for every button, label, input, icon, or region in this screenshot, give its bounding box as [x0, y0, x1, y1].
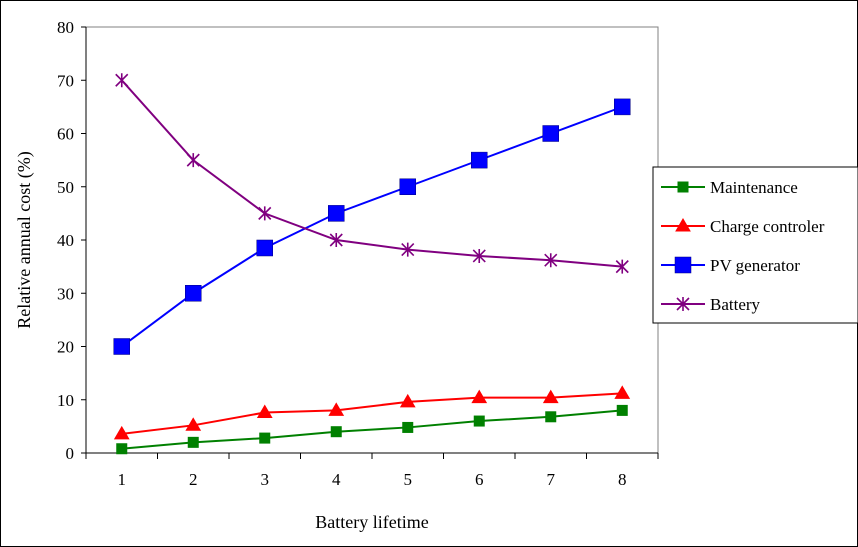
y-tick-label: 70 — [57, 71, 74, 90]
data-point-charge-controler — [614, 385, 631, 399]
data-point-pv-generator — [185, 285, 202, 302]
legend-label: Maintenance — [710, 178, 798, 197]
data-point-maintenance — [330, 426, 342, 438]
y-tick-label: 60 — [57, 125, 74, 144]
legend-item-maintenance: Maintenance — [661, 178, 798, 197]
data-point-maintenance — [473, 415, 485, 427]
x-tick-label: 6 — [475, 470, 484, 489]
x-tick-label: 7 — [547, 470, 556, 489]
x-tick-label: 4 — [332, 470, 341, 489]
data-point-pv-generator — [328, 205, 345, 222]
data-point-pv-generator — [614, 98, 631, 116]
data-point-battery — [615, 259, 629, 274]
data-point-battery — [115, 73, 129, 88]
legend: Maintenance Charge controler PV generator B… — [652, 166, 858, 324]
series-maintenance — [116, 404, 628, 455]
y-tick-label: 20 — [57, 338, 74, 357]
x-axis-title: Battery lifetime — [315, 512, 428, 532]
series-layer — [113, 73, 631, 455]
data-point-pv-generator — [256, 239, 273, 257]
series-line-charge-controler — [121, 392, 623, 435]
data-point-pv-generator — [399, 178, 416, 195]
legend-item-pv-generator: PV generator — [661, 256, 800, 275]
y-tick-label: 50 — [57, 178, 74, 197]
series-line-pv-generator — [121, 105, 623, 348]
data-point-charge-controler — [113, 425, 130, 440]
data-point-charge-controler — [185, 417, 202, 431]
data-point-battery — [258, 206, 272, 221]
data-point-battery — [329, 233, 343, 247]
data-point-maintenance — [187, 436, 199, 448]
data-point-maintenance — [402, 421, 414, 433]
data-point-maintenance — [545, 411, 557, 423]
y-tick-label: 0 — [66, 444, 75, 463]
data-point-pv-generator — [471, 151, 488, 169]
legend-label: PV generator — [710, 256, 800, 275]
series-battery — [115, 73, 629, 274]
series-charge-controler — [113, 385, 631, 440]
data-point-battery — [472, 248, 486, 263]
data-point-battery — [544, 253, 558, 268]
legend-item-charge-controler: Charge controler — [661, 217, 825, 236]
x-tick-label: 2 — [189, 470, 198, 489]
y-tick-label: 80 — [57, 18, 74, 37]
x-tick-label: 1 — [118, 470, 127, 489]
series-line-battery — [121, 79, 623, 268]
axes: 0 10 20 30 40 50 60 70 80 1 2 3 4 5 6 7 8 — [57, 18, 659, 489]
data-point-pv-generator — [113, 338, 130, 355]
legend-item-battery: Battery — [661, 295, 761, 314]
data-point-maintenance — [616, 404, 628, 416]
data-point-charge-controler — [399, 393, 416, 408]
data-point-maintenance — [116, 443, 128, 455]
legend-swatch-marker — [675, 218, 691, 232]
legend-swatch-marker — [677, 181, 689, 193]
series-pv-generator — [113, 98, 631, 355]
x-tick-label: 8 — [618, 470, 627, 489]
x-tick-label: 5 — [404, 470, 413, 489]
series-line-maintenance — [121, 409, 623, 450]
legend-label: Charge controler — [710, 217, 825, 236]
data-point-battery — [186, 153, 200, 168]
legend-box — [652, 166, 858, 324]
data-point-pv-generator — [542, 125, 559, 142]
data-point-charge-controler — [256, 404, 273, 419]
data-point-charge-controler — [328, 402, 345, 416]
data-point-charge-controler — [471, 389, 488, 404]
legend-swatch-marker — [674, 256, 692, 274]
y-axis-title: Relative annual cost (%) — [14, 151, 35, 328]
legend-label: Battery — [710, 295, 761, 314]
y-tick-label: 40 — [57, 231, 74, 250]
legend-swatch-marker — [676, 297, 690, 311]
data-point-maintenance — [259, 432, 271, 444]
x-tick-label: 3 — [261, 470, 270, 489]
data-point-battery — [401, 242, 415, 257]
y-tick-label: 10 — [57, 391, 74, 410]
y-tick-label: 30 — [57, 284, 74, 303]
data-point-charge-controler — [542, 389, 559, 404]
